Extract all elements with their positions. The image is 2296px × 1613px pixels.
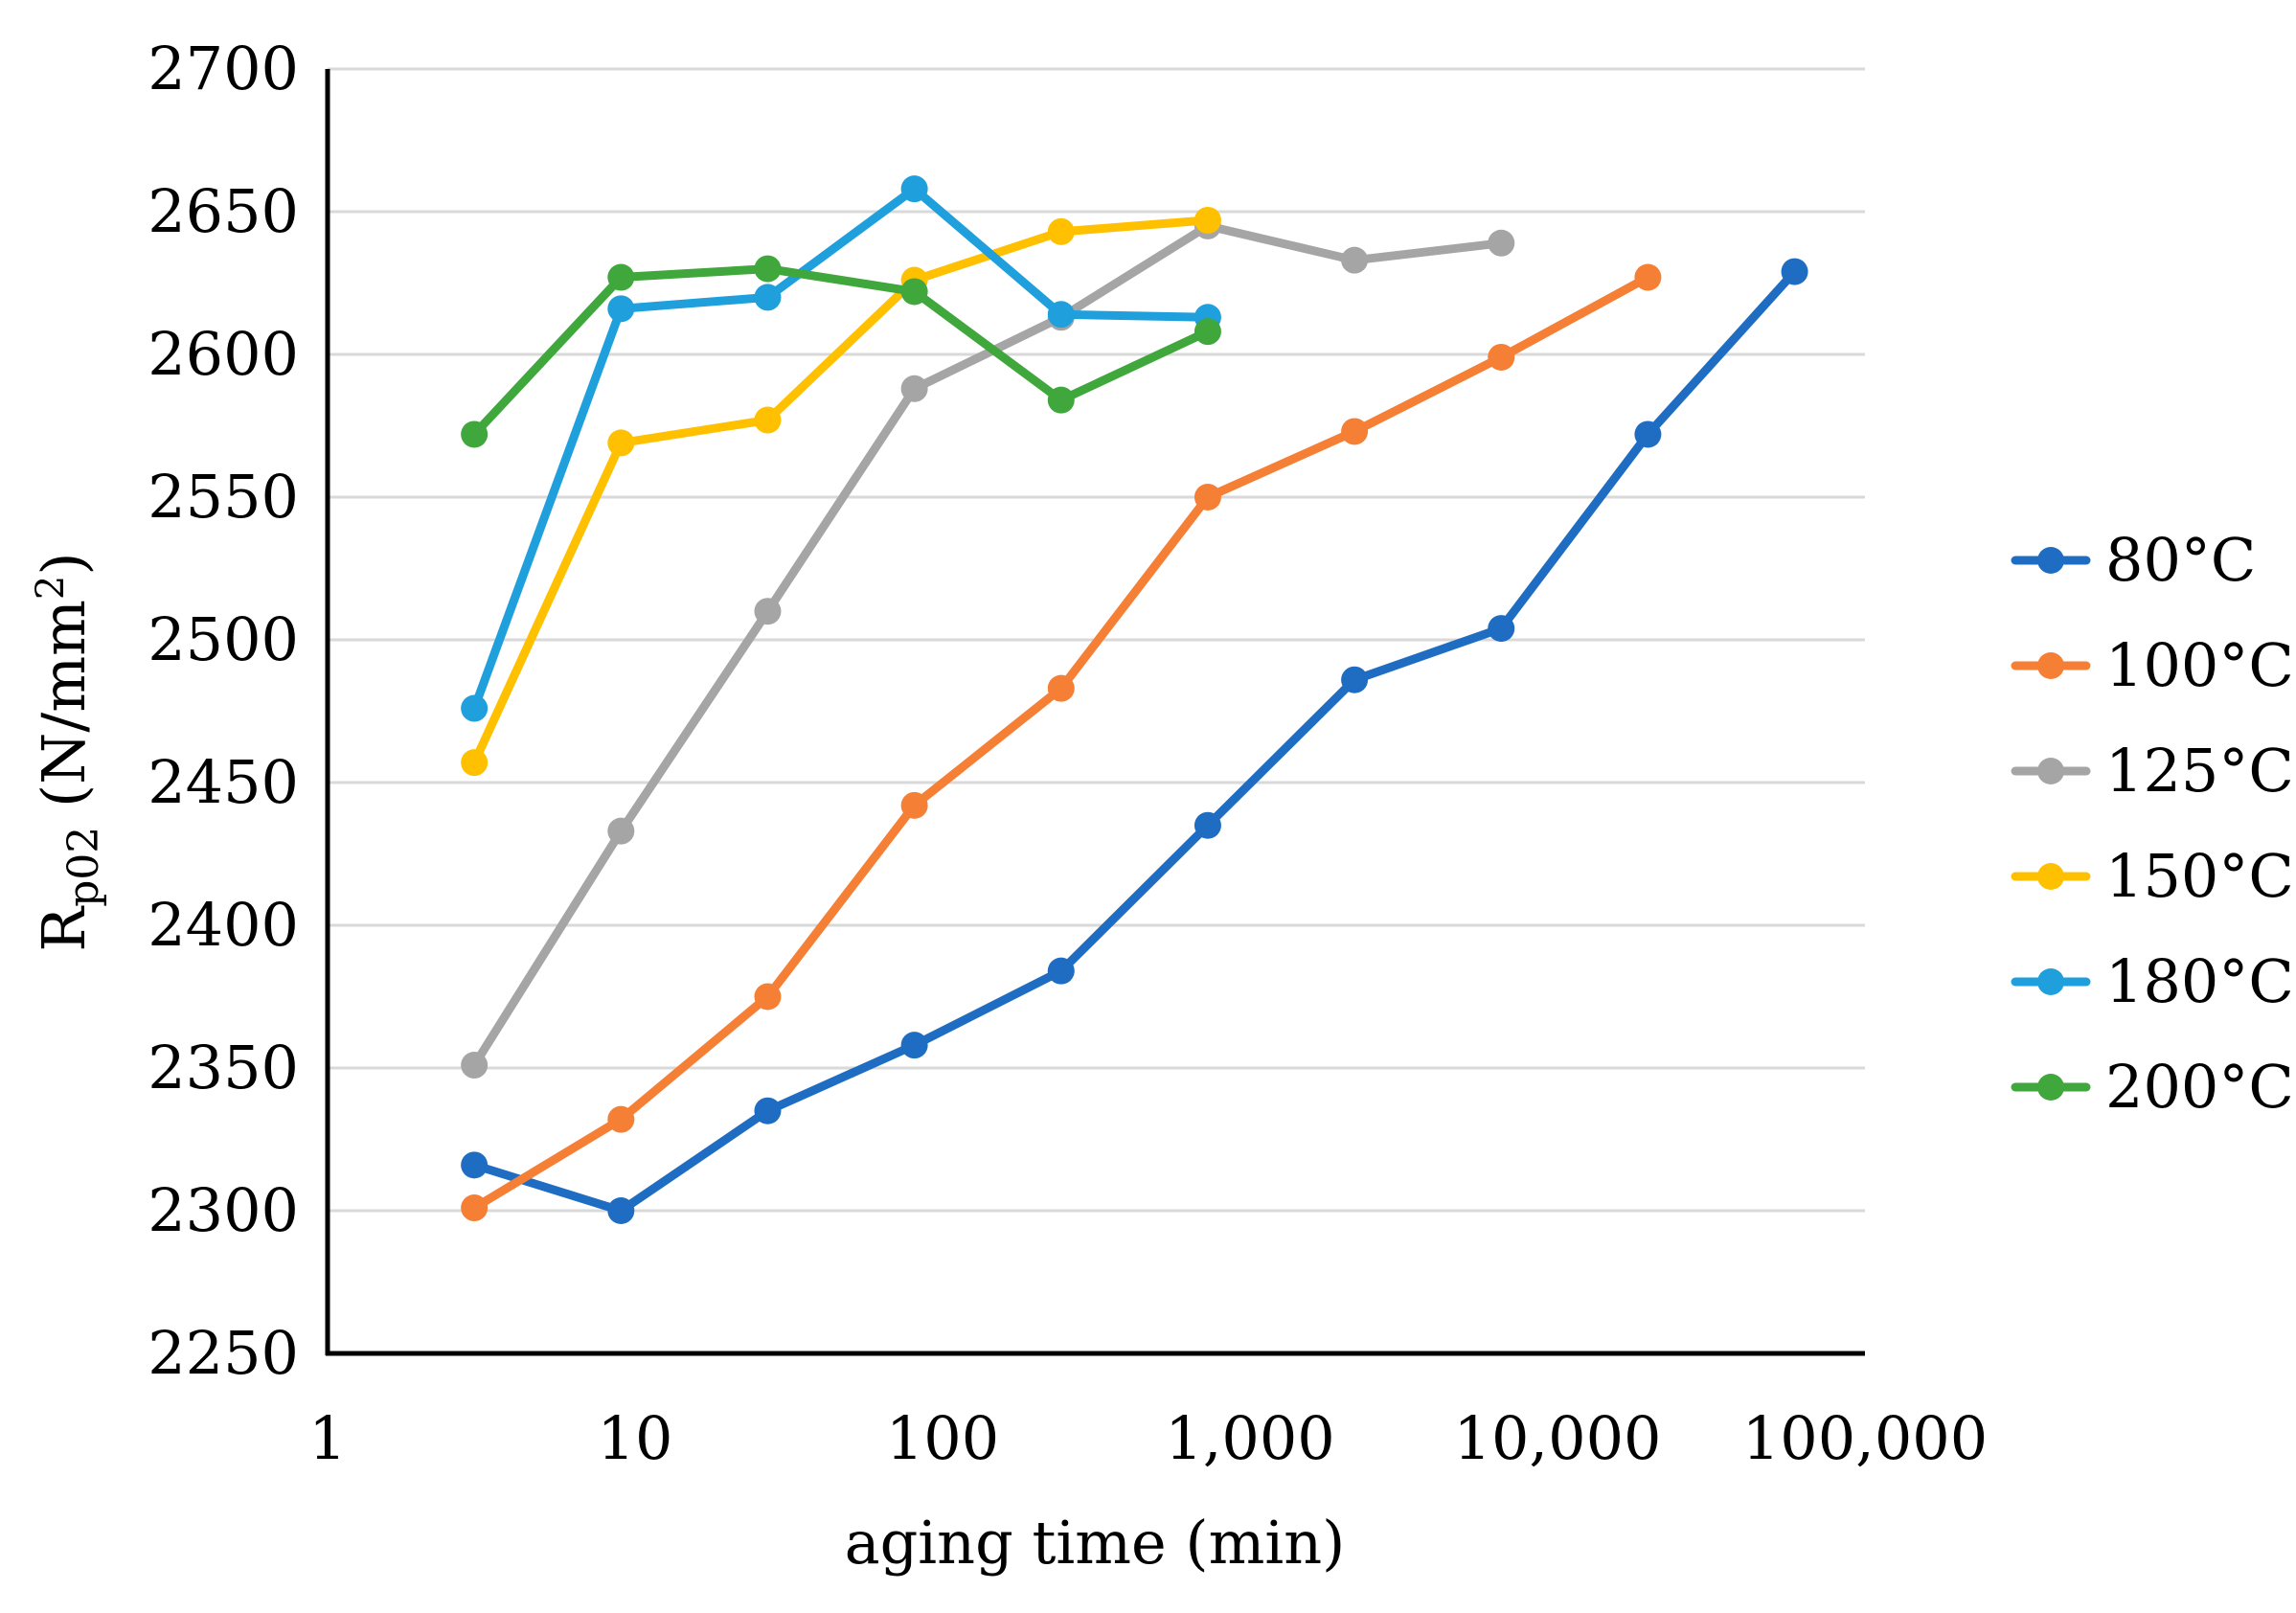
- data-point: [1047, 386, 1075, 414]
- data-point: [607, 263, 635, 291]
- y-tick-label: 2400: [148, 890, 299, 960]
- series-200°C: [461, 255, 1221, 448]
- data-point: [461, 694, 489, 722]
- data-point: [1634, 420, 1662, 448]
- data-point: [1488, 229, 1515, 257]
- data-point: [1047, 301, 1075, 329]
- data-point: [461, 1052, 489, 1079]
- legend-marker: [2037, 863, 2064, 890]
- data-point: [607, 1197, 635, 1224]
- data-point: [754, 598, 782, 625]
- legend-label: 200°C: [2105, 1052, 2294, 1122]
- legend-marker: [2037, 547, 2064, 574]
- y-axis-title-subscript: p02: [59, 827, 108, 907]
- legend-marker: [2037, 1074, 2064, 1101]
- data-point: [1047, 217, 1075, 245]
- series-line: [469, 184, 1213, 713]
- data-point: [607, 295, 635, 323]
- series-line: [469, 264, 1213, 439]
- data-point: [1341, 666, 1369, 693]
- data-point: [1047, 674, 1075, 702]
- series-line: [469, 221, 1506, 1070]
- data-point: [1341, 246, 1369, 274]
- data-point: [607, 429, 635, 457]
- data-point: [754, 406, 782, 434]
- x-tick-label: 1,000: [1165, 1403, 1335, 1473]
- y-tick-label: 2300: [148, 1175, 299, 1245]
- legend-item: 150°C: [2011, 841, 2294, 911]
- data-point: [754, 284, 782, 311]
- y-axis-title-superscript: 2: [29, 576, 73, 600]
- x-axis-title: aging time (min): [845, 1508, 1346, 1578]
- legend-label: 80°C: [2105, 525, 2256, 595]
- y-tick-label: 2650: [148, 176, 299, 246]
- y-axis-title-base: R: [29, 905, 99, 952]
- series-line: [469, 267, 1800, 1215]
- data-series: [461, 175, 1808, 1224]
- y-tick-label: 2700: [148, 34, 299, 103]
- x-tick-label: 10,000: [1454, 1403, 1662, 1473]
- legend-item: 100°C: [2011, 630, 2294, 700]
- legend: 80°C 100°C 125°C 150°C 180°C 200°C: [2011, 525, 2294, 1122]
- x-tick-label: 100,000: [1742, 1403, 1988, 1473]
- data-point: [607, 1105, 635, 1133]
- data-point: [607, 817, 635, 845]
- series-100°C: [461, 263, 1662, 1222]
- data-point: [1193, 811, 1221, 839]
- data-point: [900, 375, 928, 402]
- data-point: [900, 278, 928, 306]
- y-tick-label: 2250: [148, 1318, 299, 1388]
- legend-marker: [2037, 968, 2064, 995]
- y-axis-title-unit: (N/mm: [29, 600, 99, 827]
- series-line: [469, 216, 1213, 767]
- y-axis-title-unit-close: ): [29, 552, 99, 575]
- axes: [325, 69, 1865, 1356]
- data-point: [1193, 206, 1221, 234]
- x-tick-label: 1: [308, 1403, 346, 1473]
- data-point: [900, 1032, 928, 1059]
- data-point: [461, 420, 489, 448]
- data-point: [900, 175, 928, 203]
- data-point: [1341, 418, 1369, 445]
- x-tick-label: 10: [598, 1403, 673, 1473]
- legend-item: 80°C: [2011, 525, 2256, 595]
- y-tick-label: 2450: [148, 747, 299, 817]
- data-point: [1193, 484, 1221, 511]
- legend-item: 125°C: [2011, 736, 2294, 806]
- data-point: [461, 1151, 489, 1179]
- data-point: [1193, 318, 1221, 346]
- data-point: [461, 749, 489, 777]
- series-150°C: [461, 206, 1221, 777]
- data-point: [461, 1194, 489, 1222]
- y-tick-label: 2600: [148, 319, 299, 389]
- legend-label: 150°C: [2105, 841, 2294, 911]
- legend-label: 100°C: [2105, 630, 2294, 700]
- data-point: [1781, 258, 1808, 285]
- y-axis-title: Rp02 (N/mm2): [29, 552, 108, 951]
- tick-labels: 2250 2300 2350 2400 2450 2500 2550 2600 2650 2700…: [148, 34, 1988, 1473]
- data-point: [1488, 615, 1515, 643]
- data-point: [754, 1097, 782, 1125]
- legend-marker: [2037, 758, 2064, 784]
- legend-label: 125°C: [2105, 736, 2294, 806]
- legend-marker: [2037, 652, 2064, 679]
- series-180°C: [461, 175, 1221, 722]
- legend-label: 180°C: [2105, 946, 2294, 1016]
- data-point: [1488, 343, 1515, 371]
- data-point: [754, 983, 782, 1011]
- data-point: [900, 791, 928, 819]
- series-125°C: [461, 212, 1515, 1079]
- y-tick-label: 2550: [148, 462, 299, 532]
- legend-item: 180°C: [2011, 946, 2294, 1016]
- data-point: [754, 255, 782, 283]
- legend-item: 200°C: [2011, 1052, 2294, 1122]
- y-tick-label: 2500: [148, 604, 299, 674]
- x-tick-label: 100: [886, 1403, 999, 1473]
- data-point: [1047, 957, 1075, 985]
- series-80°C: [461, 258, 1808, 1224]
- data-point: [1634, 263, 1662, 291]
- y-tick-label: 2350: [148, 1033, 299, 1102]
